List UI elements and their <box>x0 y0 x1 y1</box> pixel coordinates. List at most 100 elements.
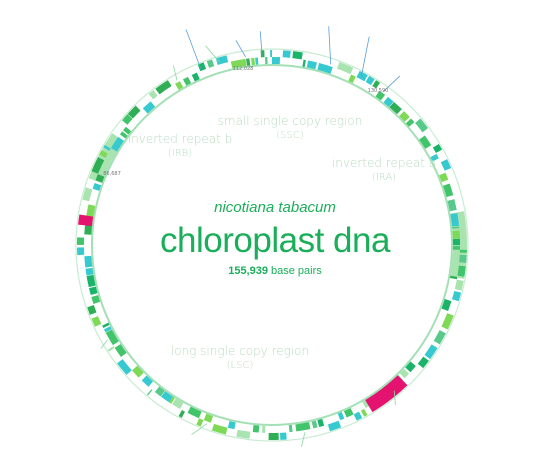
gene-block <box>405 118 415 127</box>
feature-spike <box>235 39 246 58</box>
gene-block <box>117 359 132 375</box>
gene-block <box>227 420 236 430</box>
gene-block <box>103 144 111 151</box>
gene-block <box>119 131 128 139</box>
gene-block <box>155 80 172 95</box>
gene-block <box>459 249 467 253</box>
gene-block <box>146 389 153 396</box>
gene-block <box>280 432 287 440</box>
gene-block <box>270 50 272 58</box>
gene-block <box>105 329 119 346</box>
gene-block <box>360 408 368 417</box>
gene-block <box>89 286 98 295</box>
gene-block <box>154 386 165 397</box>
gene-block <box>268 432 279 441</box>
gene-block <box>450 213 460 227</box>
gene-block <box>91 316 102 327</box>
gene-block <box>86 274 96 288</box>
highlight-block <box>365 375 408 413</box>
gene-block <box>252 425 260 433</box>
gene-block <box>311 420 318 429</box>
gene-block <box>206 59 215 68</box>
gene-block <box>343 408 354 418</box>
gene-block <box>417 356 429 369</box>
molecule-name: chloroplast dna <box>160 221 391 260</box>
gene-block <box>123 126 132 135</box>
gene-block <box>419 135 432 149</box>
gene-block <box>175 81 184 90</box>
gene-block <box>191 72 200 82</box>
gene-block <box>292 51 303 60</box>
gene-block <box>261 425 266 433</box>
gene-block <box>452 226 460 229</box>
gene-block <box>399 368 410 379</box>
gene-block <box>251 57 256 66</box>
gene-block <box>295 422 311 432</box>
gene-block <box>372 80 381 89</box>
feature-spike <box>185 29 202 69</box>
gene-block <box>172 398 184 409</box>
gene-block <box>260 50 265 58</box>
gene-block <box>272 57 281 65</box>
gene-block <box>302 59 306 67</box>
gene-block <box>306 60 317 70</box>
position-label-86687: 86,687 <box>103 171 121 177</box>
feature-spikes <box>100 26 401 447</box>
gene-block <box>131 365 144 378</box>
feature-spike <box>259 31 263 56</box>
lsc-label: long single copy region <box>171 344 309 358</box>
gene-block <box>327 420 342 432</box>
gene-block <box>169 396 176 404</box>
gene-block <box>84 255 93 268</box>
gene-block <box>148 90 158 100</box>
ira-abbr: (IRA) <box>372 172 396 183</box>
gene-block <box>255 57 259 65</box>
gene-block <box>211 423 228 435</box>
gene-block <box>447 199 457 212</box>
gene-block <box>99 150 108 158</box>
gene-block <box>91 157 105 174</box>
gene-block <box>246 58 251 66</box>
gene-block <box>383 96 394 108</box>
feature-spike <box>393 390 396 405</box>
gene-block <box>441 313 454 330</box>
position-label-112028: 112,028 <box>233 66 254 72</box>
gene-block <box>182 76 192 86</box>
ssc-label: small single copy region <box>218 114 363 128</box>
feature-spike <box>172 65 178 81</box>
feature-spike <box>205 45 220 63</box>
gene-block <box>265 57 268 65</box>
gene-block <box>452 230 460 239</box>
gene-block <box>103 326 112 333</box>
gene-block <box>449 275 458 280</box>
gene-block <box>107 346 115 352</box>
gene-block <box>443 183 454 198</box>
feature-spike <box>301 432 306 447</box>
gene-block <box>452 290 462 302</box>
gene-block <box>87 305 97 315</box>
gene-block <box>415 118 429 133</box>
gene-block <box>432 144 443 154</box>
gene-block <box>317 418 325 427</box>
feature-spike <box>360 36 370 78</box>
gene-block <box>85 204 96 219</box>
genome-length: 155,939 base pairs <box>228 265 322 277</box>
gene-block <box>114 344 127 357</box>
gene-block <box>77 247 85 256</box>
gene-block <box>215 55 229 65</box>
ira-label: inverted repeat a <box>332 156 436 170</box>
irb-abbr: (IRB) <box>168 148 192 159</box>
gene-block <box>459 254 467 263</box>
feature-spike <box>383 75 401 92</box>
genome-length-value: 155,939 <box>228 265 268 277</box>
gene-block <box>85 267 94 276</box>
gene-block <box>424 344 438 360</box>
genome-ring-outer <box>75 48 469 442</box>
gene-block <box>365 75 375 86</box>
gene-block <box>122 114 133 125</box>
gene-block <box>110 136 124 152</box>
gene-block <box>457 265 466 277</box>
highlight-block <box>78 214 94 227</box>
gene-blocks <box>77 50 467 441</box>
